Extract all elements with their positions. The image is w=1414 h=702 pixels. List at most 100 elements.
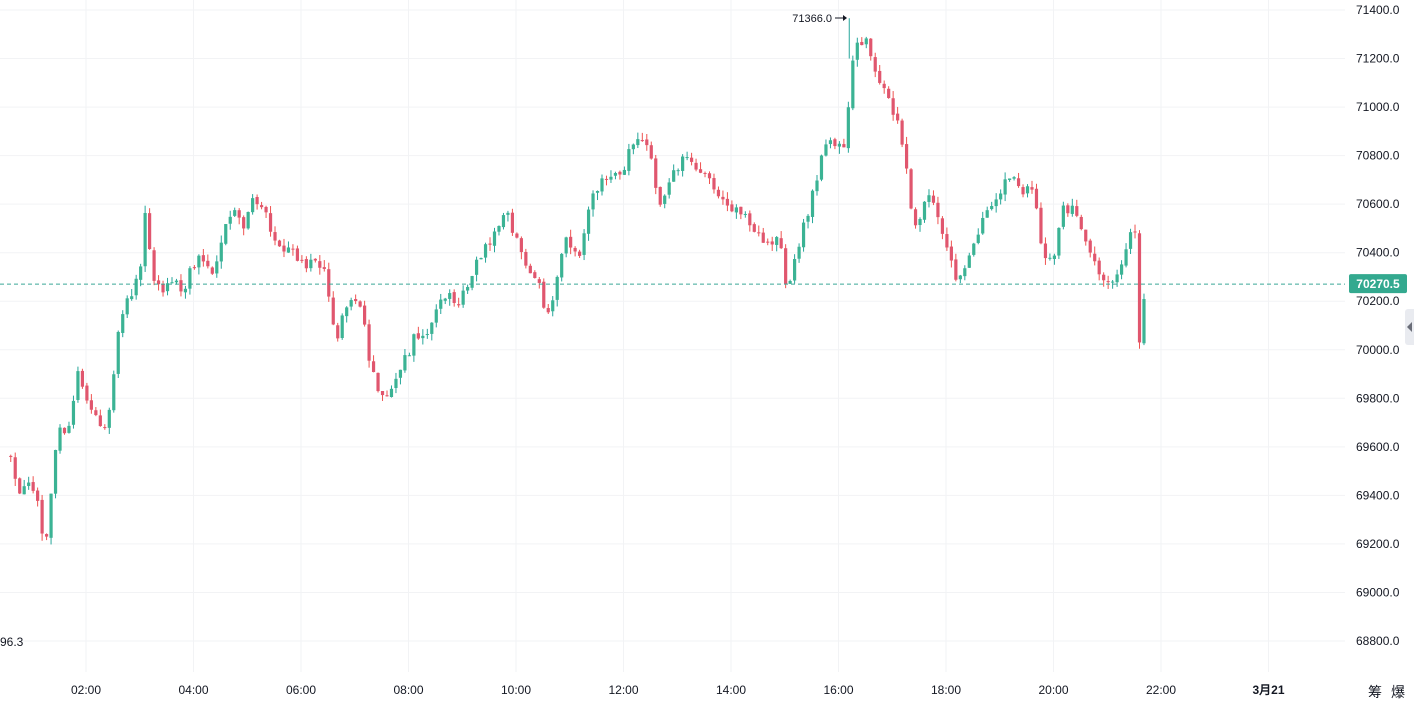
candle-body: [519, 238, 523, 253]
candle-body: [864, 38, 868, 45]
time-tick-label: 3月21: [1252, 683, 1284, 697]
candle-body: [963, 268, 967, 277]
candle-body: [770, 241, 774, 245]
price-tag-label: 70270.5: [1356, 277, 1400, 291]
time-tick-label: 02:00: [71, 683, 101, 697]
candle-body: [600, 178, 604, 192]
price-axis[interactable]: 71400.0 71200.0 71000.0 70800.0 70600.0 70400…: [1356, 3, 1400, 648]
candle-body: [1021, 187, 1025, 195]
candle-body: [322, 267, 326, 269]
candle-body: [609, 176, 613, 180]
candle-body: [860, 41, 864, 46]
candles: [9, 18, 1146, 545]
candle-body: [819, 155, 824, 180]
candle-body: [443, 298, 447, 301]
candle-body: [994, 199, 998, 207]
price-tick-label: 70200.0: [1356, 294, 1400, 308]
candle-body: [698, 169, 703, 173]
candle-body: [264, 206, 268, 213]
candle-body: [492, 231, 497, 246]
candle-body: [618, 171, 622, 175]
candle-body: [627, 149, 631, 171]
candle-body: [1052, 255, 1056, 260]
candle-body: [130, 296, 134, 300]
high-price-label: 71366.0: [792, 13, 832, 25]
candle-body: [1119, 264, 1124, 275]
candle-body: [851, 60, 855, 109]
candle-body: [645, 139, 649, 146]
candle-body: [1137, 233, 1142, 343]
candle-body: [416, 333, 420, 339]
axis-collapse-handle[interactable]: [1405, 309, 1414, 345]
bottom-glyph-1[interactable]: 筹: [1368, 685, 1382, 701]
candle-body: [31, 482, 35, 491]
candle-body: [466, 286, 470, 291]
candle-body: [327, 269, 331, 297]
candle-body: [784, 248, 788, 285]
candle-body: [515, 233, 519, 238]
candle-body: [734, 207, 738, 213]
candle-body: [564, 237, 568, 254]
candle-body: [694, 162, 698, 170]
candle-body: [452, 292, 456, 303]
candle-body: [291, 248, 295, 250]
candle-body: [358, 301, 362, 307]
price-tick-label: 70800.0: [1356, 149, 1400, 163]
time-axis[interactable]: 02:00 04:00 06:00 08:00 10:00 12:00 14:00 16:00…: [71, 683, 1285, 697]
candle-body: [389, 388, 394, 398]
candle-body: [40, 499, 44, 534]
candle-body: [412, 334, 416, 356]
candle-body: [542, 281, 546, 308]
candle-body: [385, 395, 389, 397]
candle-body: [927, 195, 931, 202]
candle-body: [551, 300, 555, 312]
candle-body: [470, 276, 474, 288]
candle-body: [949, 246, 953, 261]
candle-body: [1012, 177, 1016, 179]
candle-body: [148, 213, 152, 250]
candle-body: [573, 247, 577, 252]
candle-body: [931, 195, 936, 203]
candle-body: [1034, 188, 1039, 209]
candle-body: [152, 250, 156, 281]
candle-body: [76, 371, 80, 400]
candle-body: [112, 374, 116, 411]
price-tick-label: 71400.0: [1356, 3, 1400, 17]
candle-body: [13, 457, 17, 479]
candle-body: [528, 265, 532, 274]
candle-body: [1133, 231, 1137, 233]
candle-body: [1097, 260, 1101, 275]
candle-body: [855, 42, 859, 60]
candle-body: [913, 209, 918, 226]
candle-body: [506, 212, 510, 215]
candle-body: [165, 283, 170, 292]
candle-body: [788, 280, 792, 284]
candle-body: [219, 242, 223, 262]
candle-body: [1093, 253, 1097, 262]
candle-body: [676, 170, 680, 172]
candle-body: [873, 57, 877, 72]
candle-body: [62, 427, 67, 434]
candle-body: [878, 70, 882, 83]
candle-body: [976, 234, 980, 243]
candle-body: [349, 300, 353, 307]
candle-body: [900, 120, 904, 145]
candle-body: [246, 211, 250, 229]
bottom-glyph-2[interactable]: 爆: [1391, 685, 1405, 701]
candle-body: [461, 290, 465, 305]
candle-body: [775, 237, 779, 245]
candle-body: [425, 334, 429, 336]
candle-body: [909, 169, 913, 209]
candle-body: [488, 243, 492, 245]
candle-body: [156, 280, 161, 285]
candle-body: [336, 325, 340, 339]
candle-body: [725, 198, 730, 206]
candle-body: [85, 385, 89, 401]
candle-body: [103, 427, 107, 429]
candle-body: [363, 305, 367, 325]
candle-body: [139, 266, 143, 280]
candle-body: [421, 335, 425, 339]
candle-body: [1030, 187, 1034, 190]
candle-body: [636, 139, 640, 146]
